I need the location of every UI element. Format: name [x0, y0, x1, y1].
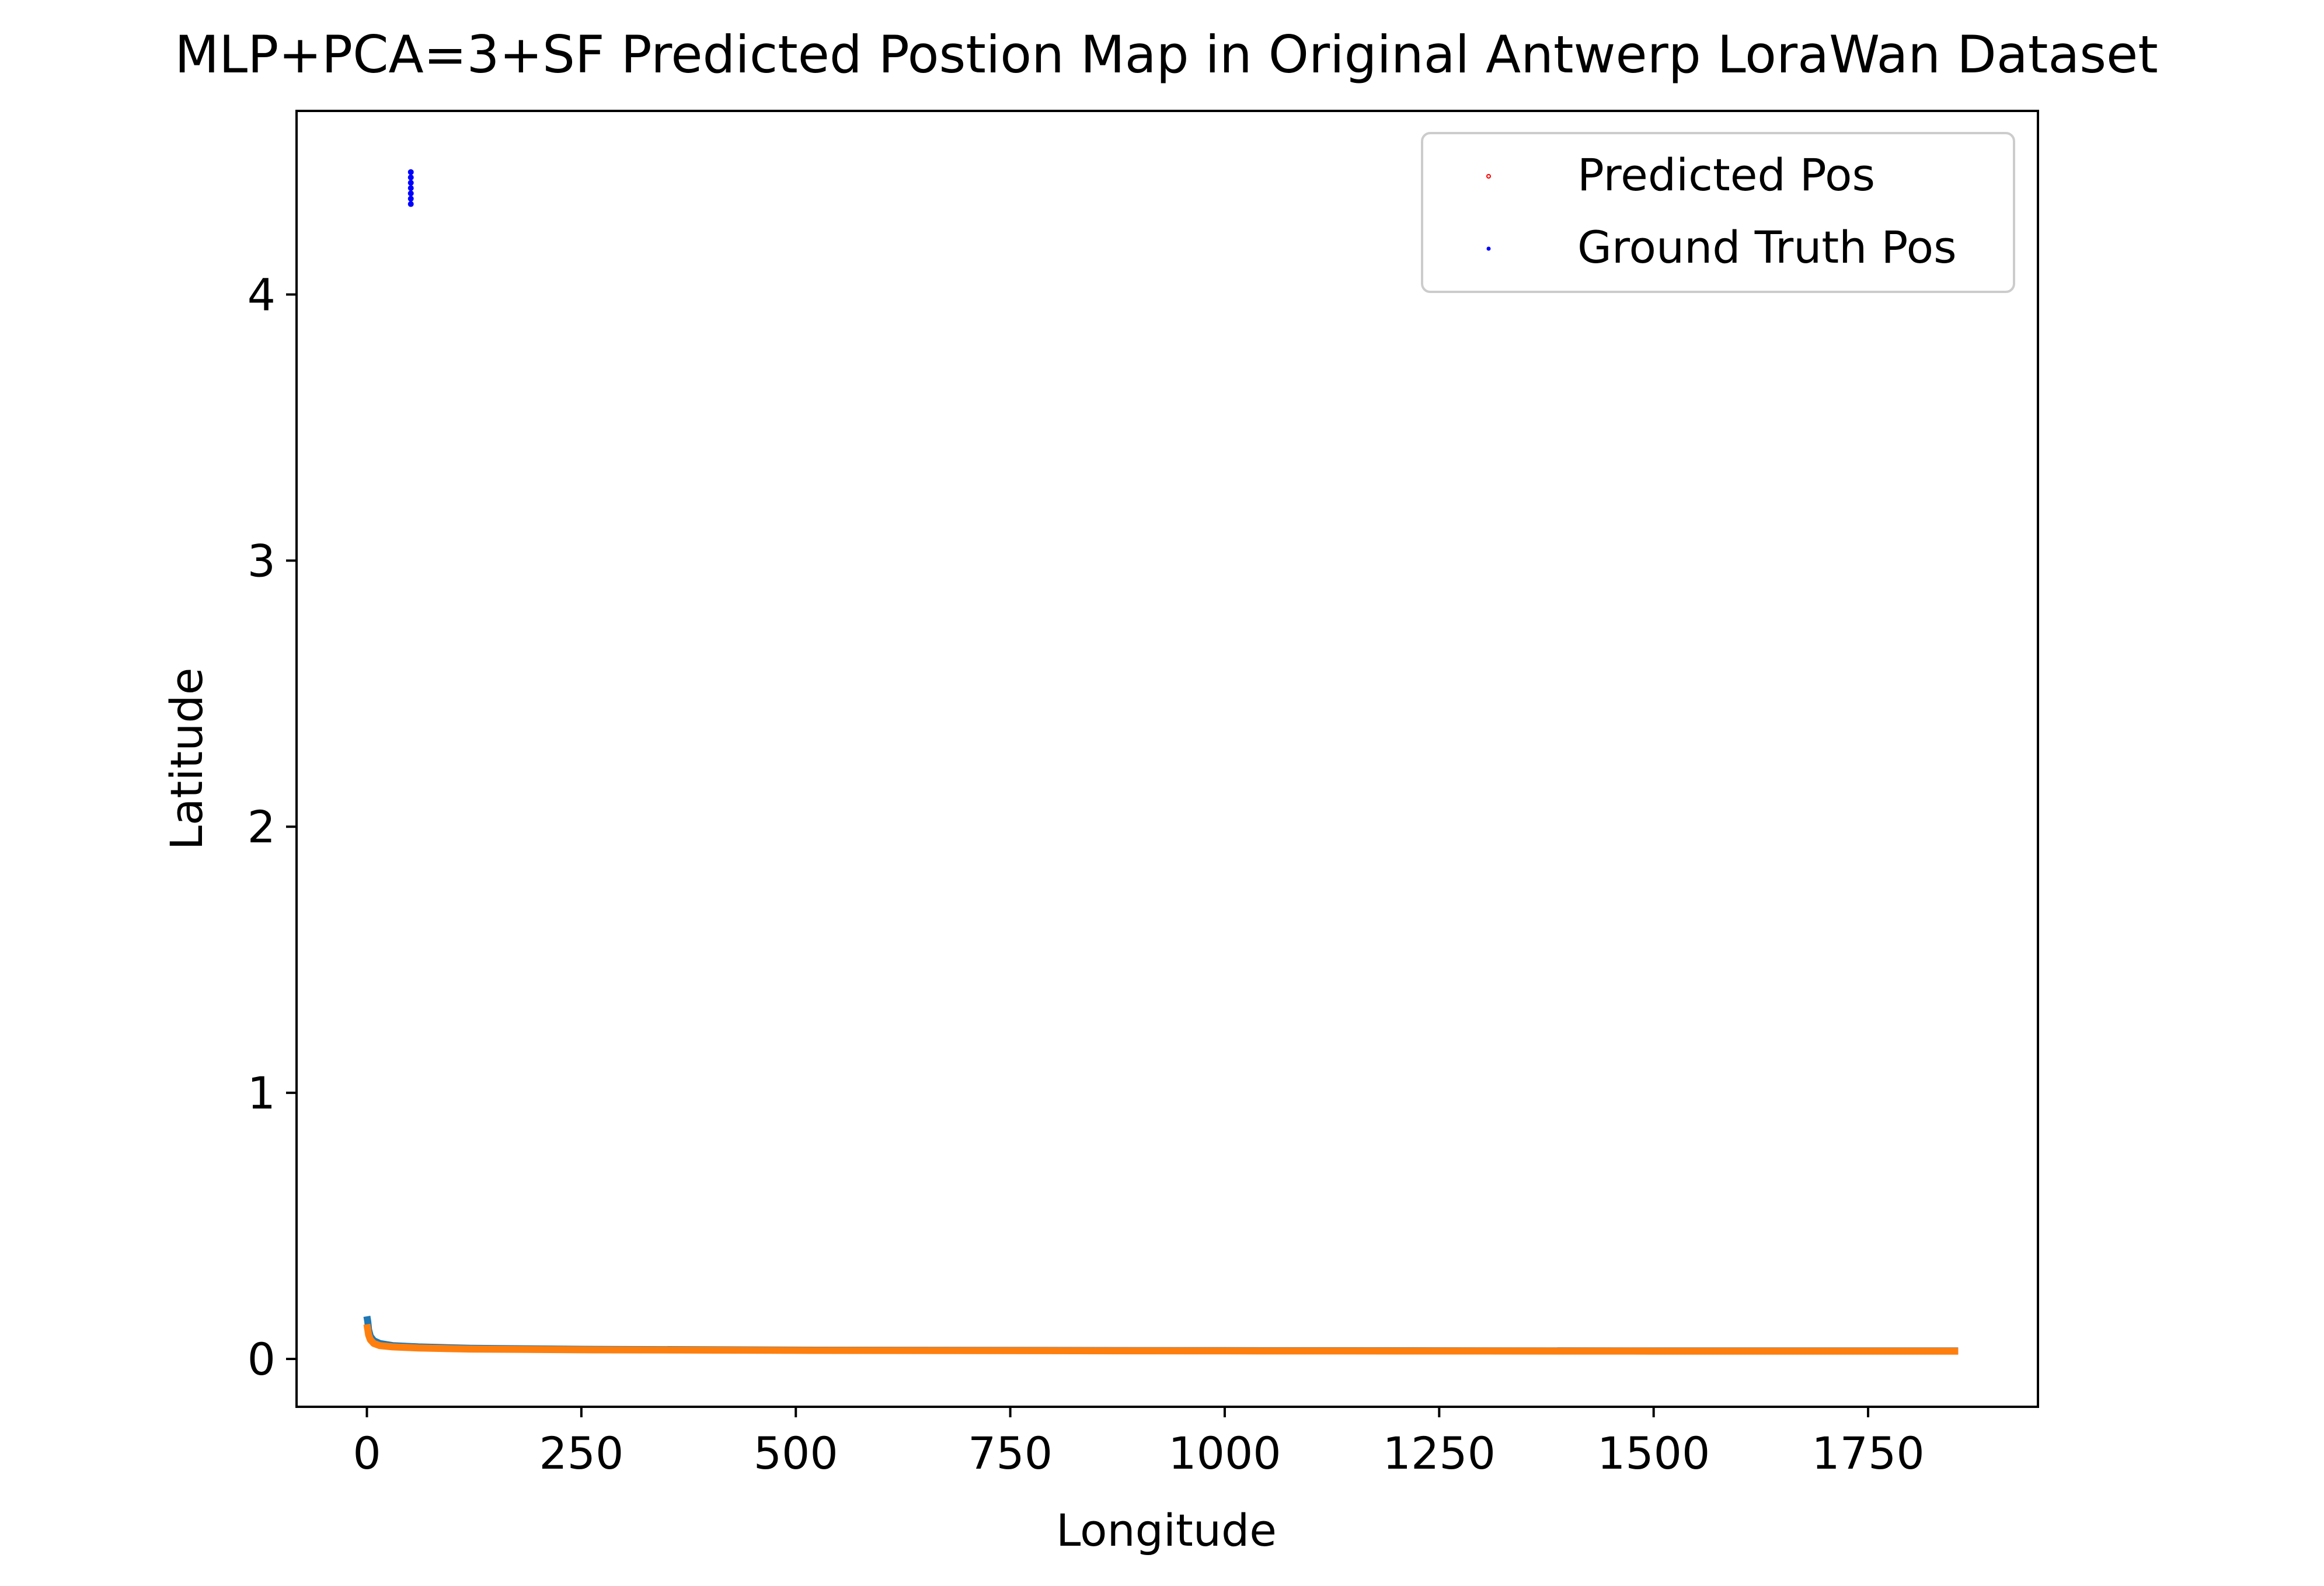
- y-tick-label: 2: [248, 801, 276, 853]
- legend-label-predicted: Predicted Pos: [1577, 149, 1875, 201]
- y-tick-label: 1: [248, 1067, 276, 1119]
- ground-truth-point: [407, 169, 414, 175]
- y-axis-ticks: 0 1 2 3 4: [248, 269, 297, 1385]
- legend: Predicted Pos Ground Truth Pos: [1421, 132, 2015, 293]
- legend-marker-predicted: [1486, 174, 1491, 179]
- x-tick-label: 1250: [1383, 1427, 1496, 1479]
- x-tick-label: 500: [754, 1427, 838, 1479]
- ground-truth-point: [407, 174, 414, 180]
- legend-frame: [1421, 132, 2015, 293]
- series-line-2: [363, 1323, 1959, 1355]
- y-axis-label: Latitude: [161, 668, 212, 850]
- y-tick-label: 3: [248, 535, 276, 587]
- ground-truth-point: [407, 196, 414, 202]
- x-tick-label: 1000: [1168, 1427, 1281, 1479]
- x-tick-label: 0: [353, 1427, 381, 1479]
- legend-marker-ground-truth: [1486, 246, 1491, 251]
- x-tick-label: 250: [539, 1427, 623, 1479]
- ground-truth-point: [407, 185, 414, 191]
- legend-label-ground-truth: Ground Truth Pos: [1577, 221, 1957, 273]
- chart-title: MLP+PCA=3+SF Predicted Postion Map in Or…: [175, 25, 2158, 85]
- ground-truth-point: [407, 190, 414, 197]
- ground-truth-point: [407, 180, 414, 186]
- y-tick-label: 0: [248, 1333, 276, 1385]
- x-axis-ticks: 0 250 500 750 1000 1250 1500 1750: [353, 1407, 1925, 1479]
- x-tick-label: 1750: [1811, 1427, 1924, 1479]
- x-axis-label: Longitude: [1056, 1504, 1277, 1556]
- series-layer: [363, 169, 1959, 1355]
- y-tick-label: 4: [248, 269, 276, 321]
- ground-truth-point: [407, 201, 414, 207]
- x-tick-label: 1500: [1597, 1427, 1710, 1479]
- x-tick-label: 750: [968, 1427, 1053, 1479]
- plot-area: [295, 110, 2039, 1408]
